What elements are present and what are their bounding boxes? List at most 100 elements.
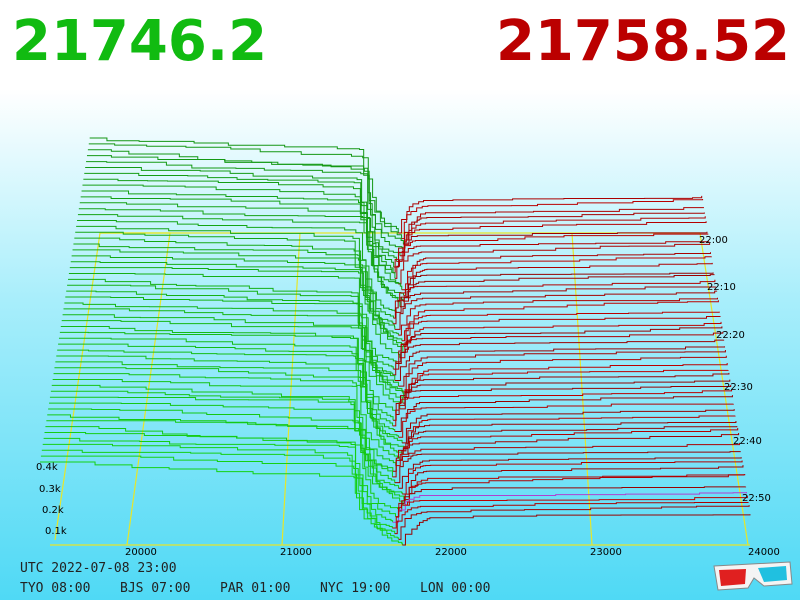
depth-line	[70, 261, 404, 353]
depth-line	[402, 262, 713, 302]
depth-line	[392, 495, 748, 529]
depth-line	[398, 457, 742, 489]
clock: NYC 19:00	[320, 581, 390, 596]
depth-line	[87, 149, 404, 245]
depth-line	[395, 486, 747, 518]
depth-line	[81, 190, 399, 285]
depth-line	[393, 279, 716, 319]
depth-line	[403, 256, 712, 296]
depth-line	[48, 408, 403, 494]
depth-line	[402, 212, 705, 251]
volume-label: 0.1k	[45, 526, 67, 537]
depth-line	[392, 442, 740, 478]
depth-line	[399, 473, 746, 512]
depth-line	[58, 343, 396, 432]
depth-line	[52, 379, 397, 466]
depth-line	[68, 278, 394, 370]
depth-line	[394, 241, 710, 279]
depth-line	[394, 502, 749, 535]
depth-line	[403, 311, 720, 347]
3d-glasses-toggle[interactable]	[713, 561, 793, 591]
depth-line	[402, 460, 743, 495]
depth-line	[402, 474, 745, 506]
price-label: 22000	[435, 547, 467, 558]
depth-line	[395, 379, 731, 416]
price-label: 24000	[748, 547, 780, 558]
price-axis: 20000 21000 22000 23000 24000	[125, 547, 780, 558]
time-label: 22:20	[716, 330, 745, 341]
depth-line	[398, 505, 750, 540]
volume-axis: 0.4k 0.3k 0.2k 0.1k	[36, 462, 67, 537]
depth-line	[78, 208, 404, 302]
depth-line	[396, 221, 707, 262]
time-label: 22:00	[699, 235, 728, 246]
depth-line	[56, 355, 403, 443]
depth-line	[401, 355, 727, 393]
price-label: 21000	[280, 547, 312, 558]
depth-line	[393, 231, 708, 268]
time-label: 22:10	[707, 282, 736, 293]
depth-line	[399, 426, 738, 461]
clock: LON 00:00	[420, 581, 490, 596]
depth-line	[402, 421, 737, 455]
depth-line	[44, 432, 396, 517]
depth-line	[393, 233, 709, 274]
time-label: 22:30	[724, 382, 753, 393]
depth-line	[71, 255, 405, 347]
depth-line	[392, 339, 725, 376]
depth-line	[46, 420, 404, 506]
depth-line	[402, 514, 751, 546]
depth-line	[42, 443, 393, 528]
depth-line	[53, 373, 401, 460]
depth-line	[401, 300, 719, 342]
depth-line	[69, 267, 401, 358]
depth-line	[61, 320, 401, 409]
time-axis: 22:00 22:10 22:20 22:30 22:40 22:50	[699, 235, 771, 504]
depth-line	[402, 409, 735, 444]
depth-lines	[40, 137, 751, 546]
depth-line	[88, 143, 403, 239]
clock: TYO 08:00	[20, 581, 90, 596]
depth-line	[393, 384, 732, 421]
depth-line	[393, 331, 724, 370]
red-lens	[719, 569, 746, 586]
depth-line	[50, 390, 393, 477]
depth-line	[392, 389, 733, 427]
depth-line	[79, 202, 404, 296]
depth-line	[65, 296, 399, 387]
depth-line	[60, 326, 397, 415]
time-label: 22:40	[733, 436, 762, 447]
depth-line	[394, 290, 718, 330]
depth-line	[399, 272, 714, 308]
ask-price: 21758.52	[496, 9, 790, 74]
depth-line	[401, 252, 711, 291]
depth-line	[403, 465, 744, 501]
depth-line	[49, 396, 396, 483]
depth-line	[398, 297, 719, 336]
volume-label: 0.2k	[42, 505, 64, 516]
depth-line	[86, 161, 401, 256]
depth-line	[398, 350, 726, 387]
depth-line	[398, 242, 711, 285]
depth-line	[40, 461, 403, 545]
clock: PAR 01:00	[220, 581, 290, 596]
depth-line	[394, 451, 741, 484]
depth-line	[402, 369, 729, 404]
volume-label: 0.3k	[39, 484, 61, 495]
depth-line	[54, 367, 404, 455]
utc-time: UTC 2022-07-08 23:00	[20, 561, 177, 576]
depth-line	[399, 372, 730, 410]
depth-line	[392, 491, 747, 523]
depth-line	[401, 198, 704, 240]
depth-line	[89, 137, 399, 233]
price-label: 20000	[125, 547, 157, 558]
depth-line	[403, 363, 728, 399]
depth-line	[77, 214, 401, 307]
time-label: 22:50	[742, 493, 771, 504]
price-label: 23000	[590, 547, 622, 558]
depth-line	[62, 314, 404, 404]
depth-line	[73, 243, 399, 336]
depth-line	[72, 249, 403, 341]
